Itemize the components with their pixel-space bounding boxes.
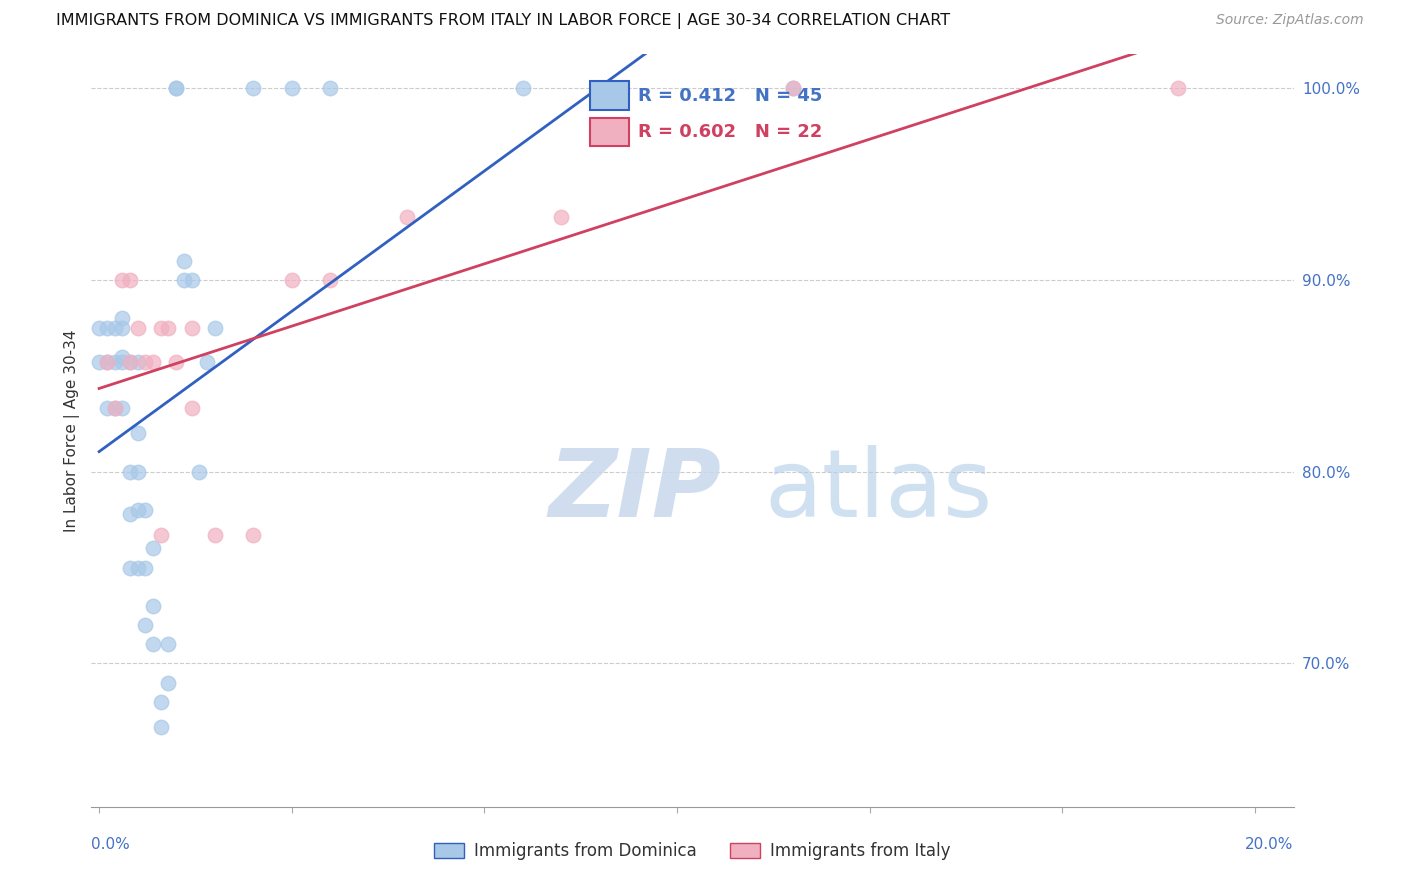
Point: [180, 401, 202, 416]
Point: [118, 355, 141, 369]
Point: [127, 503, 149, 517]
Point: [127, 320, 149, 334]
Point: [173, 273, 195, 287]
Point: [157, 637, 180, 651]
Y-axis label: In Labor Force | Age 30-34: In Labor Force | Age 30-34: [65, 329, 80, 532]
Point: [550, 210, 572, 224]
Point: [96, 401, 118, 416]
Point: [96, 355, 118, 369]
Point: [782, 81, 804, 95]
Point: [142, 599, 165, 613]
Point: [103, 320, 125, 334]
Point: [127, 426, 149, 441]
Point: [87, 320, 110, 334]
Point: [142, 541, 165, 556]
Point: [281, 81, 304, 95]
Point: [118, 560, 141, 574]
Point: [165, 81, 187, 95]
Text: 0.0%: 0.0%: [91, 838, 131, 853]
Point: [149, 528, 172, 542]
Text: R = 0.412   N = 45: R = 0.412 N = 45: [638, 87, 823, 104]
Point: [396, 210, 419, 224]
Point: [142, 637, 165, 651]
Point: [127, 560, 149, 574]
Point: [134, 618, 156, 632]
Point: [782, 81, 804, 95]
Point: [157, 320, 180, 334]
Legend: Immigrants from Dominica, Immigrants from Italy: Immigrants from Dominica, Immigrants fro…: [427, 836, 957, 867]
Text: R = 0.602   N = 22: R = 0.602 N = 22: [638, 123, 823, 141]
Point: [204, 320, 226, 334]
Point: [111, 273, 134, 287]
Point: [195, 355, 218, 369]
Point: [118, 507, 141, 521]
Point: [103, 401, 125, 416]
Point: [512, 81, 534, 95]
Point: [1167, 81, 1189, 95]
Point: [96, 355, 118, 369]
Point: [165, 355, 187, 369]
Point: [149, 695, 172, 709]
Point: [118, 355, 141, 369]
Point: [111, 311, 134, 326]
Point: [127, 355, 149, 369]
Point: [188, 465, 211, 479]
Point: [149, 720, 172, 734]
Point: [103, 355, 125, 369]
Point: [173, 253, 195, 268]
Point: [157, 675, 180, 690]
Point: [319, 81, 342, 95]
Point: [281, 273, 304, 287]
Text: atlas: atlas: [765, 445, 993, 537]
Point: [180, 320, 202, 334]
Point: [111, 350, 134, 364]
Point: [142, 355, 165, 369]
FancyBboxPatch shape: [591, 81, 628, 110]
Point: [242, 528, 264, 542]
Point: [111, 320, 134, 334]
Point: [118, 465, 141, 479]
Text: ZIP: ZIP: [548, 445, 721, 537]
Point: [149, 320, 172, 334]
Point: [180, 273, 202, 287]
Point: [319, 273, 342, 287]
Point: [111, 401, 134, 416]
Point: [96, 320, 118, 334]
Point: [134, 355, 156, 369]
Text: Source: ZipAtlas.com: Source: ZipAtlas.com: [1216, 13, 1364, 28]
Point: [165, 81, 187, 95]
Text: 20.0%: 20.0%: [1246, 838, 1294, 853]
Point: [118, 273, 141, 287]
Point: [127, 465, 149, 479]
Point: [103, 401, 125, 416]
Point: [87, 355, 110, 369]
FancyBboxPatch shape: [591, 118, 628, 146]
Point: [111, 355, 134, 369]
Point: [134, 560, 156, 574]
Point: [242, 81, 264, 95]
Point: [204, 528, 226, 542]
Point: [134, 503, 156, 517]
Text: IMMIGRANTS FROM DOMINICA VS IMMIGRANTS FROM ITALY IN LABOR FORCE | AGE 30-34 COR: IMMIGRANTS FROM DOMINICA VS IMMIGRANTS F…: [56, 13, 950, 29]
